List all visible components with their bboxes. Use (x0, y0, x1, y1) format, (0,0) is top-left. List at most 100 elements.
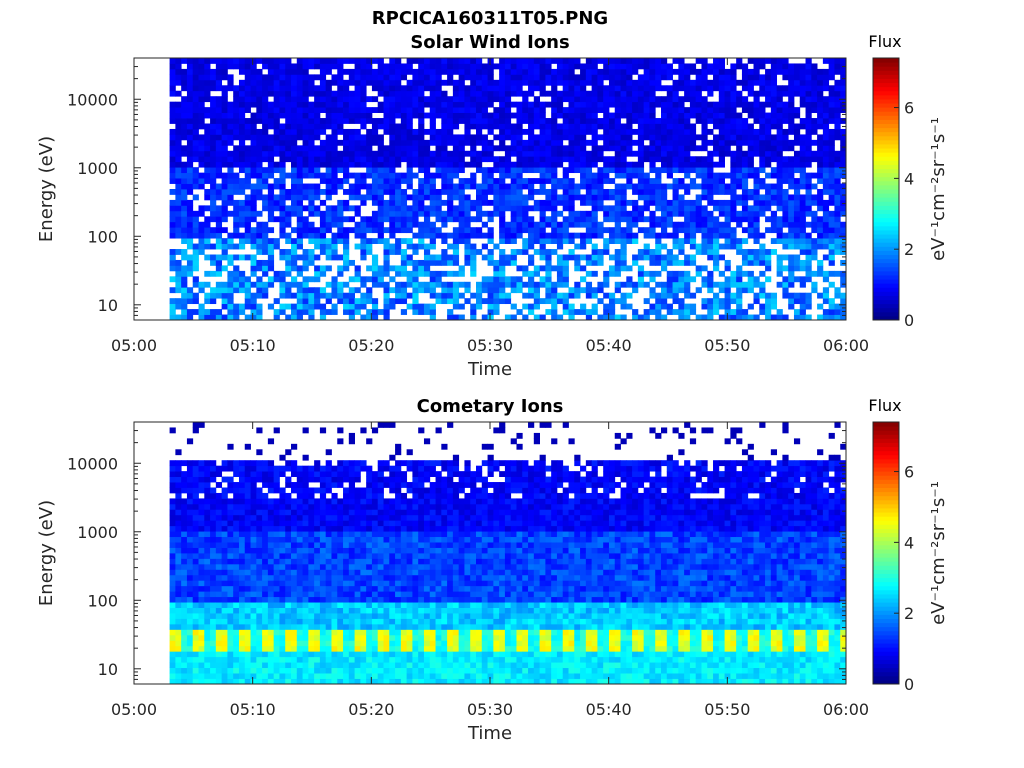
heatmap-cell (198, 602, 205, 608)
heatmap-cell (840, 161, 847, 168)
heatmap-cell (233, 123, 240, 130)
heatmap-cell (799, 96, 806, 103)
heatmap-cell (724, 112, 731, 119)
heatmap-cell (429, 221, 436, 228)
heatmap-cell (400, 178, 408, 184)
heatmap-cell (210, 498, 217, 505)
heatmap-cell (661, 145, 668, 152)
heatmap-cell (643, 216, 650, 223)
heatmap-cell (811, 270, 818, 277)
heatmap-cell (695, 183, 702, 190)
heatmap-cell (221, 63, 228, 70)
heatmap-cell (181, 640, 188, 647)
heatmap-cell (713, 227, 720, 234)
heatmap-cell (476, 85, 483, 92)
heatmap-cell (741, 156, 749, 163)
heatmap-cell (325, 210, 332, 217)
heatmap-cell (707, 303, 714, 310)
heatmap-cell (788, 63, 795, 70)
heatmap-cell (343, 243, 350, 250)
heatmap-cell (429, 254, 436, 261)
heatmap-cell (215, 134, 223, 141)
heatmap-cell (822, 199, 830, 206)
heatmap-cell (221, 618, 228, 625)
heatmap-cell (499, 172, 506, 179)
heatmap-cell (458, 101, 465, 108)
heatmap-cell (701, 63, 708, 70)
heatmap-cell (695, 194, 702, 201)
heatmap-cell (383, 254, 390, 261)
heatmap-cell (770, 58, 778, 64)
heatmap-cell (273, 107, 280, 113)
heatmap-cell (395, 107, 402, 113)
heatmap-cell (516, 287, 523, 294)
heatmap-cell (591, 90, 598, 97)
heatmap-cell (360, 194, 367, 201)
heatmap-cell (799, 139, 806, 146)
heatmap-cell (684, 96, 691, 103)
heatmap-cell (279, 145, 286, 152)
heatmap-cell (470, 74, 477, 81)
heatmap-cell (470, 254, 477, 261)
heatmap-cell (672, 85, 679, 92)
heatmap-cell (817, 194, 824, 201)
heatmap-cell (238, 96, 246, 103)
heatmap-cell (678, 303, 685, 310)
heatmap-cell (614, 58, 621, 64)
heatmap-cell (562, 96, 569, 103)
heatmap-cell (493, 199, 500, 206)
heatmap-cell (799, 156, 806, 163)
heatmap-cell (291, 112, 298, 119)
heatmap-cell (782, 112, 789, 119)
heatmap-cell (429, 58, 436, 64)
heatmap-cell (551, 128, 558, 135)
heatmap-cell (753, 292, 760, 299)
heatmap-cell (678, 270, 685, 277)
heatmap-cell (198, 476, 205, 483)
heatmap-cell (169, 68, 176, 75)
heatmap-cell (481, 101, 488, 108)
heatmap-cell (210, 183, 217, 190)
heatmap-cell (603, 161, 610, 168)
heatmap-cell (805, 265, 812, 272)
heatmap-cell (470, 79, 477, 86)
heatmap-cell (556, 96, 564, 103)
heatmap-cell (256, 309, 263, 315)
heatmap-cell (678, 167, 685, 174)
heatmap-cell (447, 287, 454, 294)
heatmap-cell (470, 259, 477, 266)
heatmap-cell (614, 145, 621, 152)
heatmap-cell (186, 640, 194, 647)
heatmap-cell (250, 183, 257, 190)
heatmap-cell (406, 90, 413, 97)
heatmap-cell (776, 96, 783, 103)
y-tick-label: 10 (98, 296, 118, 315)
heatmap-cell (256, 243, 263, 250)
heatmap-cell (314, 96, 321, 103)
heatmap-cell (568, 183, 575, 190)
x-tick-label: 06:00 (823, 336, 869, 355)
heatmap-cell (539, 68, 546, 75)
heatmap-cell (215, 74, 223, 81)
heatmap-cell (730, 216, 737, 223)
heatmap-cell (533, 96, 540, 103)
heatmap-cell (562, 68, 569, 75)
heatmap-cell (649, 156, 656, 163)
heatmap-cell (504, 238, 512, 244)
heatmap-cell (834, 161, 841, 168)
heatmap-cell (759, 270, 766, 277)
heatmap-cell (556, 74, 564, 81)
heatmap-cell (533, 270, 540, 277)
heatmap-cell (793, 74, 801, 81)
heatmap-cell (493, 287, 500, 294)
heatmap-cell (741, 123, 749, 130)
heatmap-cell (493, 90, 500, 97)
heatmap-cell (828, 314, 835, 321)
heatmap-cell (799, 194, 806, 201)
heatmap-cell (169, 101, 176, 108)
heatmap-cell (169, 232, 176, 239)
heatmap-cell (730, 107, 737, 113)
heatmap-cell (649, 101, 656, 108)
heatmap-cell (406, 167, 413, 174)
heatmap-cell (464, 254, 471, 261)
